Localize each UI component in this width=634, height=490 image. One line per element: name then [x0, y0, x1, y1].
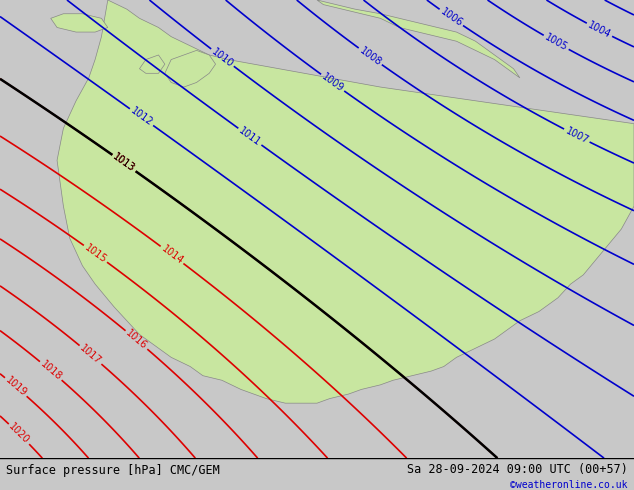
- Text: 1017: 1017: [78, 343, 103, 367]
- Text: 1016: 1016: [124, 328, 149, 352]
- Text: 1020: 1020: [7, 422, 31, 446]
- Text: 1015: 1015: [82, 243, 108, 265]
- Text: Sa 28-09-2024 09:00 UTC (00+57): Sa 28-09-2024 09:00 UTC (00+57): [407, 463, 628, 476]
- Text: 1008: 1008: [358, 45, 383, 68]
- Text: 1013: 1013: [111, 152, 137, 174]
- Text: 1012: 1012: [129, 106, 155, 128]
- Text: 1007: 1007: [564, 125, 590, 146]
- Polygon shape: [317, 0, 520, 78]
- Text: 1009: 1009: [320, 72, 346, 94]
- Polygon shape: [139, 55, 165, 74]
- Text: 1004: 1004: [586, 20, 612, 40]
- Text: 1011: 1011: [237, 125, 262, 148]
- Text: 1013: 1013: [111, 152, 137, 174]
- Text: 1018: 1018: [38, 359, 63, 383]
- Polygon shape: [51, 14, 108, 32]
- Polygon shape: [57, 0, 634, 403]
- Text: 1019: 1019: [3, 375, 29, 399]
- Polygon shape: [165, 50, 216, 87]
- Text: Surface pressure [hPa] CMC/GEM: Surface pressure [hPa] CMC/GEM: [6, 465, 220, 477]
- Text: 1006: 1006: [438, 6, 464, 28]
- Text: ©weatheronline.co.uk: ©weatheronline.co.uk: [510, 480, 628, 490]
- Text: 1014: 1014: [159, 244, 185, 266]
- Text: 1010: 1010: [210, 46, 235, 69]
- Text: 1005: 1005: [543, 32, 569, 53]
